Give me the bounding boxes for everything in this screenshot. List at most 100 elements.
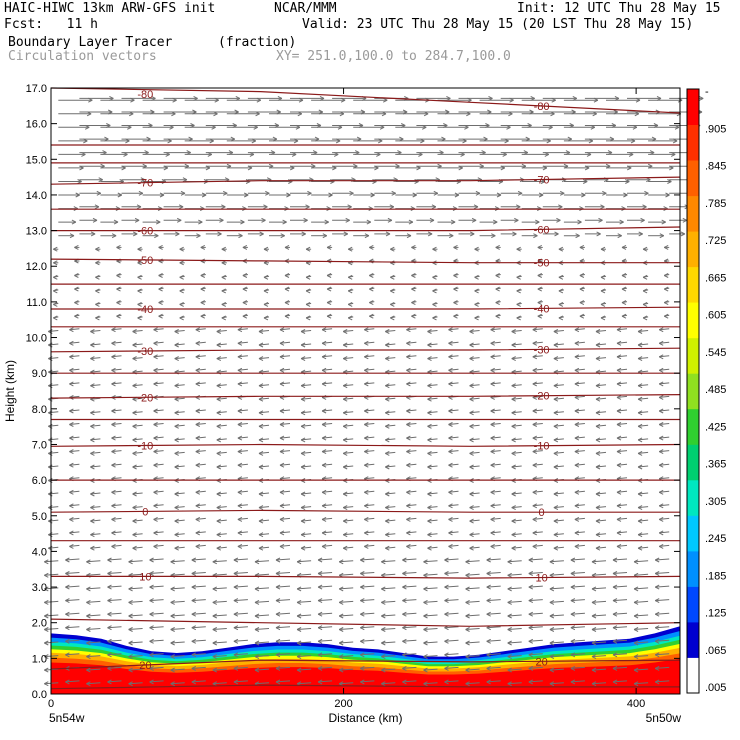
vector-arrowhead <box>570 652 576 658</box>
vector-arrowhead <box>490 354 495 360</box>
vector-arrow <box>174 492 185 495</box>
vector-arrow <box>486 558 501 561</box>
vector-arrowhead <box>69 408 74 414</box>
vector-arrowhead <box>254 599 260 605</box>
vector-arrowhead <box>654 557 660 563</box>
vector-arrowhead <box>174 505 179 511</box>
vector-arrowhead <box>342 464 348 470</box>
vector-arrowhead <box>258 464 264 470</box>
vector-arrow <box>659 355 670 358</box>
vector-arrowhead <box>158 300 163 306</box>
vector-arrow <box>465 641 480 644</box>
vector-arrowhead <box>191 584 197 590</box>
vector-arrowhead <box>469 491 474 497</box>
vector-arrow <box>465 573 480 576</box>
colorbar-segment <box>687 408 699 445</box>
vector-arrow <box>574 368 585 371</box>
vector-arrowhead <box>113 219 119 225</box>
vector-arrowhead <box>221 315 227 321</box>
vector-arrow <box>339 573 354 576</box>
vector-arrow <box>616 531 628 534</box>
vector-arrow <box>549 668 564 671</box>
vector-arrowhead <box>155 219 161 225</box>
vector-arrowhead <box>381 613 386 619</box>
vector-arrow <box>195 382 206 385</box>
vector-arrowhead <box>633 681 639 687</box>
temperature-contour-label: -60 <box>534 224 550 236</box>
vector-arrowhead <box>237 530 243 536</box>
vector-arrow <box>507 573 522 576</box>
vector-arrowhead <box>265 190 270 196</box>
vector-arrowhead <box>342 329 348 334</box>
vector-arrow <box>507 641 522 644</box>
vector-arrowhead <box>616 381 622 387</box>
vector-arrowhead <box>258 356 264 362</box>
vector-arrow <box>195 341 206 344</box>
vector-arrow <box>638 465 649 468</box>
vector-arrowhead <box>275 665 281 671</box>
vector-arrow <box>364 355 375 358</box>
y-tick-label: 2.0 <box>32 618 47 630</box>
vector-arrowhead <box>111 354 116 360</box>
vector-arrowhead <box>195 530 201 536</box>
vector-arrow <box>634 682 649 685</box>
vector-arrowhead <box>237 381 243 387</box>
vector-arrowhead <box>48 478 53 483</box>
vector-arrowhead <box>195 449 201 455</box>
vector-arrow <box>69 423 80 425</box>
vector-arrowhead <box>475 190 481 196</box>
vector-arrow <box>153 328 164 331</box>
vector-arrow <box>174 384 185 387</box>
temperature-contour-label: -30 <box>137 346 153 358</box>
vector-arrow <box>237 423 248 425</box>
vector-arrow <box>364 368 375 371</box>
vector-arrowhead <box>612 679 618 685</box>
vector-arrow <box>153 368 164 371</box>
vector-arrowhead <box>174 437 179 443</box>
colorbar-label: .365 <box>705 459 726 471</box>
vector-arrowhead <box>385 464 390 470</box>
vector-arrow <box>406 409 417 412</box>
vector-arrowhead <box>511 532 516 538</box>
vector-arrow <box>486 639 501 642</box>
vector-arrowhead <box>111 422 116 427</box>
vector-arrowhead <box>360 571 365 576</box>
vector-arrow <box>111 544 122 547</box>
vector-arrowhead <box>342 423 348 429</box>
vector-arrowhead <box>469 329 474 334</box>
vector-arrow <box>532 341 543 344</box>
vector-arrowhead <box>154 233 159 239</box>
vector-arrow <box>634 668 649 671</box>
vector-arrow <box>549 628 564 630</box>
vector-arrow <box>128 628 143 630</box>
vector-arrowhead <box>216 545 222 551</box>
vector-arrow <box>612 612 628 615</box>
vector-arrowhead <box>95 260 100 266</box>
vector-arrowhead <box>195 503 201 509</box>
vector-arrow <box>65 626 80 629</box>
vector-arrow <box>343 370 354 373</box>
vector-arrow <box>297 614 312 617</box>
vector-arrowhead <box>448 516 453 522</box>
vector-arrow <box>448 436 459 439</box>
vector-arrow <box>469 465 480 468</box>
vector-arrow <box>612 666 628 669</box>
vector-arrowhead <box>296 654 302 660</box>
vector-arrow <box>444 612 459 615</box>
vector-arrow <box>195 409 206 412</box>
vector-arrow <box>385 438 396 441</box>
temperature-contour-line <box>50 684 680 690</box>
vector-arrowhead <box>637 491 643 497</box>
vector-arrow <box>634 573 649 576</box>
vector-arrow <box>132 492 143 495</box>
vector-arrowhead <box>385 329 390 334</box>
vector-arrowhead <box>137 315 142 321</box>
vector-arrowhead <box>153 327 158 333</box>
vector-arrow <box>65 639 80 642</box>
vector-arrowhead <box>617 233 622 239</box>
vector-arrowhead <box>427 423 432 429</box>
vector-arrowhead <box>303 217 308 223</box>
vector-arrowhead <box>390 274 395 280</box>
vector-arrow <box>195 450 206 453</box>
vector-arrow <box>65 680 80 683</box>
